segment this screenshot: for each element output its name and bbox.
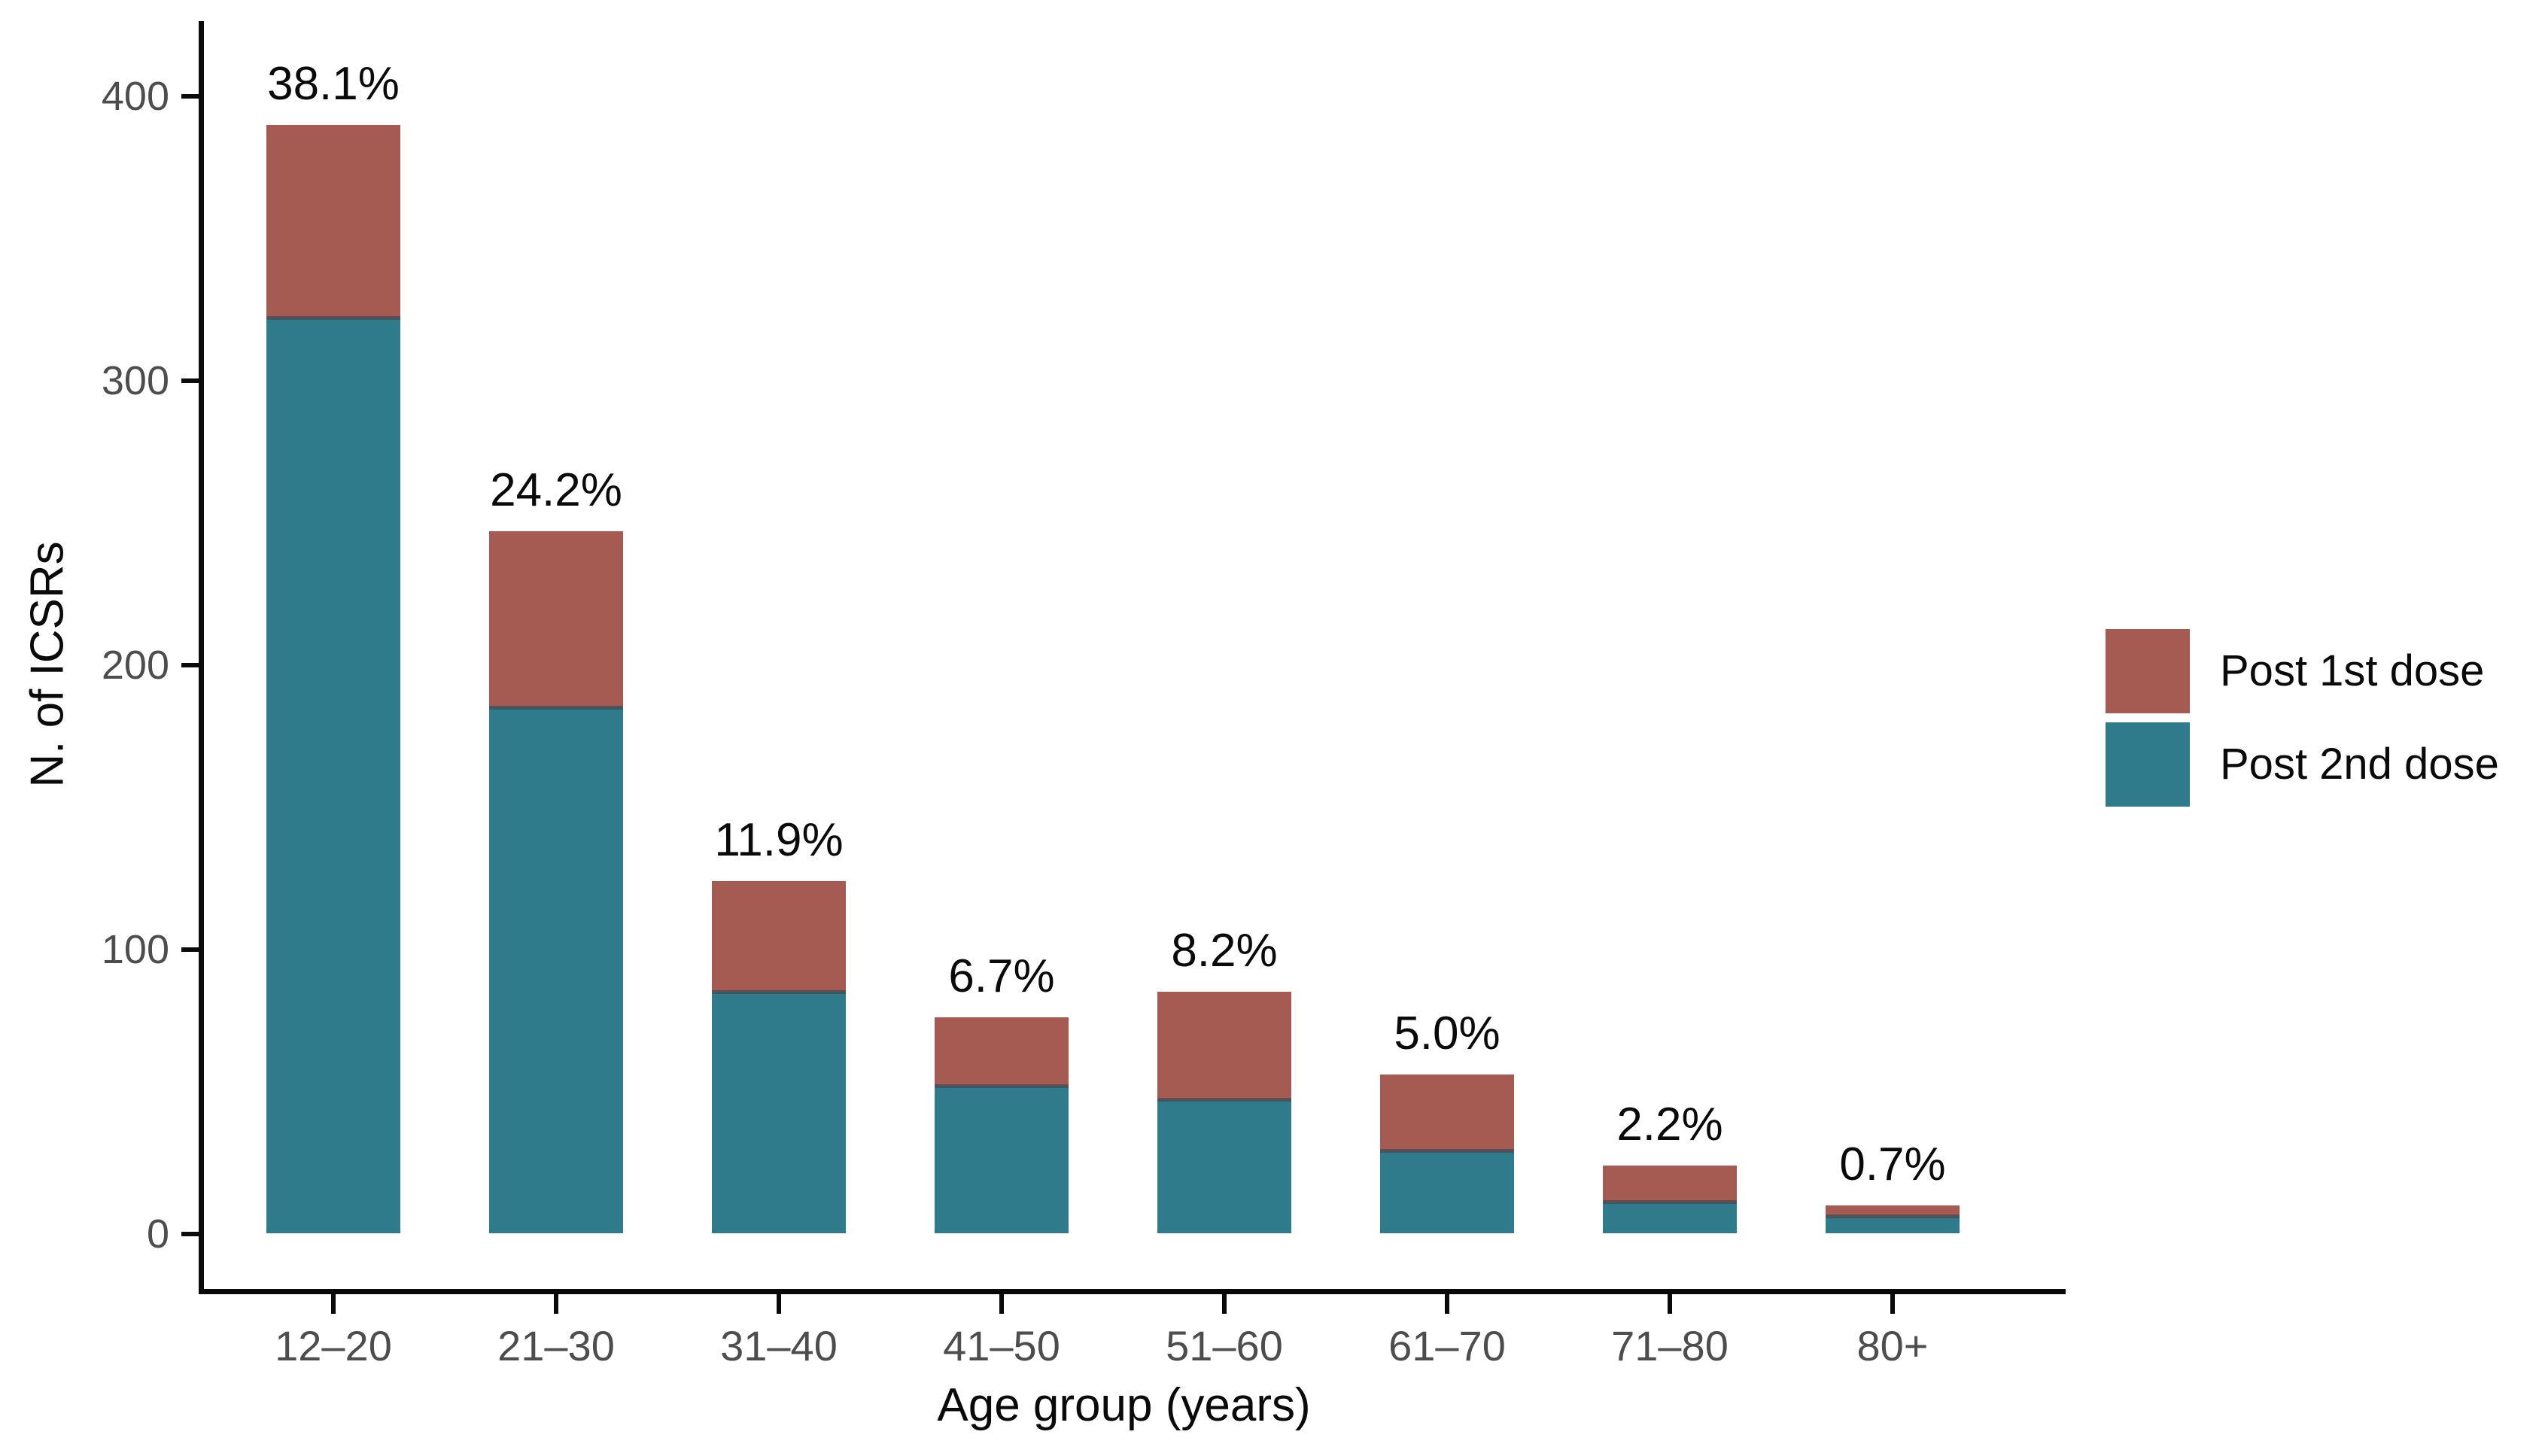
x-tick-label: 12–20	[275, 1322, 392, 1369]
bar-segment-post-1st-dose	[266, 124, 400, 318]
x-tick-mark	[777, 1291, 781, 1314]
bar-percentage-label: 38.1%	[267, 57, 400, 110]
bar-segment-post-2nd-dose	[935, 1086, 1069, 1234]
bar-segment-separator	[1157, 1098, 1291, 1102]
y-tick-mark	[181, 94, 201, 99]
y-tick-label: 0	[146, 1211, 169, 1257]
y-tick-mark	[181, 378, 201, 383]
bar-percentage-label: 5.0%	[1394, 1007, 1501, 1059]
x-tick-label: 80+	[1856, 1322, 1929, 1369]
bar-segment-separator	[1826, 1214, 1960, 1219]
x-tick-label: 71–80	[1611, 1322, 1729, 1369]
bar-segment-post-1st-dose	[1603, 1165, 1737, 1202]
bar-segment-separator	[1380, 1149, 1514, 1154]
x-tick-mark	[1668, 1291, 1672, 1314]
x-axis-line	[199, 1289, 2066, 1294]
y-axis-title: N. of ICSRs	[21, 541, 74, 788]
bar-segment-post-1st-dose	[1380, 1074, 1514, 1151]
x-tick-mark	[1445, 1291, 1449, 1314]
bar-segment-post-2nd-dose	[712, 992, 846, 1234]
legend-swatch-post-2nd-dose	[2106, 722, 2190, 807]
y-tick-mark	[181, 1231, 201, 1236]
x-tick-mark	[1890, 1291, 1895, 1314]
legend-label-post-1st-dose: Post 1st dose	[2220, 646, 2485, 695]
y-tick-mark	[181, 662, 201, 667]
bar-segment-post-2nd-dose	[489, 707, 623, 1234]
bar-segment-post-2nd-dose	[1826, 1216, 1960, 1234]
x-tick-label: 41–50	[943, 1322, 1060, 1369]
bar-segment-post-1st-dose	[1157, 992, 1291, 1100]
x-tick-label: 31–40	[720, 1322, 838, 1369]
y-tick-label: 100	[101, 926, 169, 972]
bar-segment-separator	[489, 705, 623, 710]
x-tick-label: 21–30	[497, 1322, 615, 1369]
y-tick-label: 300	[101, 357, 169, 403]
x-tick-label: 61–70	[1388, 1322, 1506, 1369]
bar-segment-post-2nd-dose	[1603, 1202, 1737, 1234]
bar-percentage-label: 6.7%	[948, 950, 1055, 1003]
bar-segment-post-1st-dose	[1826, 1205, 1960, 1217]
y-tick-mark	[181, 947, 201, 952]
bar-percentage-label: 0.7%	[1839, 1138, 1946, 1190]
y-tick-label: 400	[101, 74, 169, 119]
bar-segment-separator	[266, 316, 400, 321]
y-axis-line	[199, 21, 204, 1294]
bar-segment-separator	[1603, 1200, 1737, 1205]
y-tick-label: 200	[101, 642, 169, 688]
bar-segment-post-1st-dose	[712, 880, 846, 992]
bar-percentage-label: 11.9%	[714, 813, 844, 866]
legend-label-post-2nd-dose: Post 2nd dose	[2220, 740, 2499, 789]
bar-percentage-label: 8.2%	[1171, 925, 1278, 977]
bar-segment-post-2nd-dose	[1380, 1151, 1514, 1234]
bar-segment-post-2nd-dose	[1157, 1099, 1291, 1234]
bar-segment-separator	[935, 1084, 1069, 1088]
x-tick-mark	[999, 1291, 1004, 1314]
x-tick-mark	[1222, 1291, 1227, 1314]
bar-segment-post-2nd-dose	[266, 318, 400, 1234]
x-tick-mark	[331, 1291, 336, 1314]
x-axis-title: Age group (years)	[937, 1379, 1311, 1431]
legend-swatch-post-1st-dose	[2106, 629, 2190, 713]
x-tick-mark	[554, 1291, 558, 1314]
bar-segment-post-1st-dose	[935, 1017, 1069, 1086]
x-tick-label: 51–60	[1166, 1322, 1283, 1369]
bar-segment-post-1st-dose	[489, 531, 623, 708]
bar-segment-separator	[712, 989, 846, 994]
bar-percentage-label: 24.2%	[490, 464, 622, 517]
bar-percentage-label: 2.2%	[1616, 1098, 1723, 1151]
